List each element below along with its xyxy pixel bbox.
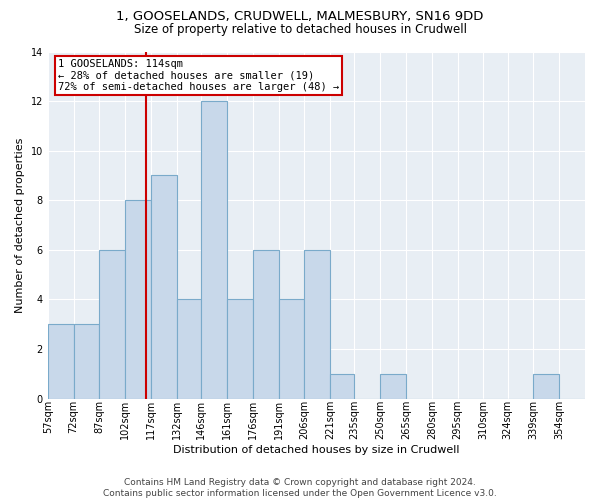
Bar — [100, 250, 125, 398]
Text: 1, GOOSELANDS, CRUDWELL, MALMESBURY, SN16 9DD: 1, GOOSELANDS, CRUDWELL, MALMESBURY, SN1… — [116, 10, 484, 23]
Bar — [330, 374, 354, 398]
Bar — [48, 324, 74, 398]
Bar — [227, 300, 253, 398]
Bar — [151, 176, 177, 398]
Y-axis label: Number of detached properties: Number of detached properties — [15, 138, 25, 313]
Bar — [125, 200, 151, 398]
Text: Size of property relative to detached houses in Crudwell: Size of property relative to detached ho… — [133, 22, 467, 36]
Text: 1 GOOSELANDS: 114sqm
← 28% of detached houses are smaller (19)
72% of semi-detac: 1 GOOSELANDS: 114sqm ← 28% of detached h… — [58, 59, 340, 92]
Bar — [201, 101, 227, 398]
Text: Contains HM Land Registry data © Crown copyright and database right 2024.
Contai: Contains HM Land Registry data © Crown c… — [103, 478, 497, 498]
Bar — [533, 374, 559, 398]
Bar — [177, 300, 201, 398]
Bar — [380, 374, 406, 398]
Bar — [278, 300, 304, 398]
X-axis label: Distribution of detached houses by size in Crudwell: Distribution of detached houses by size … — [173, 445, 460, 455]
Bar — [74, 324, 100, 398]
Bar — [253, 250, 278, 398]
Bar — [304, 250, 330, 398]
